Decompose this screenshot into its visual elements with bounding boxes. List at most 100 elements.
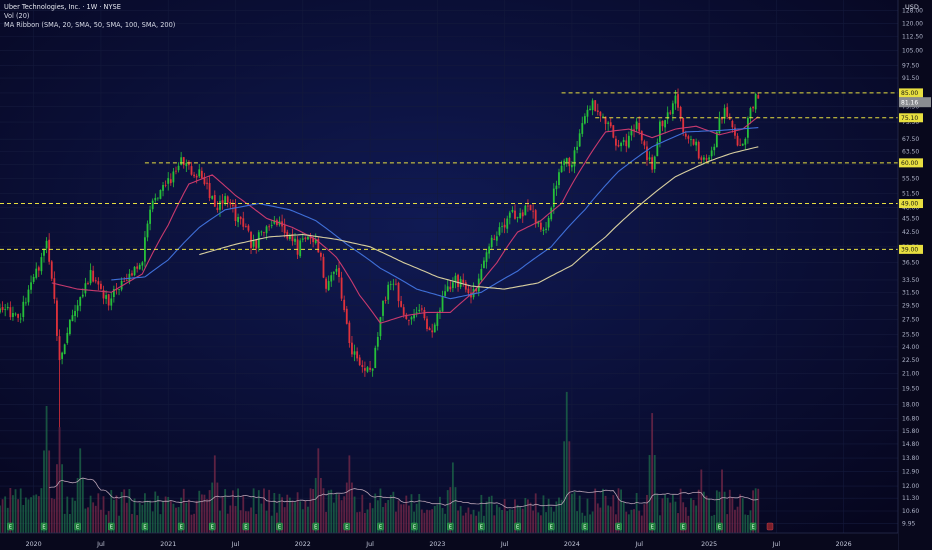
- volume-bar: [14, 489, 17, 533]
- level-price-tag-label: 49.00: [901, 201, 918, 208]
- volume-bar: [625, 511, 628, 533]
- price-tick-label: 16.80: [902, 416, 919, 423]
- candle-body: [713, 146, 716, 151]
- candle-body: [193, 174, 195, 177]
- candle-body: [485, 252, 488, 262]
- candle-body: [200, 170, 203, 179]
- volume-bar: [708, 498, 710, 533]
- volume-bar: [327, 490, 330, 533]
- earnings-marker-label: E: [651, 524, 654, 530]
- candle-body: [387, 284, 390, 300]
- earnings-marker-label: E: [211, 524, 214, 530]
- candle-body: [257, 232, 260, 248]
- candle-body: [687, 136, 690, 139]
- candle-body: [291, 234, 294, 242]
- candle-body: [539, 222, 542, 230]
- candle-body: [744, 138, 747, 145]
- volume-bar: [646, 494, 648, 533]
- earnings-marker-label: E: [682, 524, 685, 530]
- volume-bar: [532, 510, 535, 533]
- volume-bar: [242, 496, 245, 533]
- volume-bar: [319, 477, 322, 533]
- volume-bar: [651, 413, 654, 533]
- time-tick-label: Jul: [96, 541, 105, 548]
- candle-body: [633, 129, 635, 131]
- volume-bar: [594, 488, 597, 533]
- ma-ribbon-label[interactable]: MA Ribbon (SMA, 20, SMA, 50, SMA, 100, S…: [4, 21, 176, 29]
- volume-bar: [40, 488, 43, 533]
- volume-bar: [741, 498, 744, 533]
- volume-bar: [508, 509, 511, 533]
- volume-bar: [666, 497, 669, 533]
- candle-body: [37, 267, 40, 271]
- volume-bar: [459, 506, 462, 533]
- candle-body: [332, 271, 335, 274]
- volume-bar: [190, 514, 193, 533]
- volume-bar: [154, 491, 157, 533]
- candle-body: [74, 310, 76, 317]
- price-tick-label: 105.00: [902, 47, 923, 54]
- candle-body: [19, 318, 22, 320]
- candle-body: [164, 184, 167, 186]
- volume-bar: [206, 499, 208, 533]
- candle-body: [493, 238, 496, 240]
- candle-body: [374, 347, 377, 369]
- volume-bar: [216, 482, 219, 533]
- volume-bar: [200, 494, 203, 533]
- candle-body: [71, 315, 74, 322]
- volume-bar: [107, 511, 110, 533]
- candle-body: [532, 210, 535, 212]
- earnings-marker: [343, 522, 350, 531]
- volume-bar: [573, 491, 576, 533]
- candle-body: [661, 120, 664, 127]
- earnings-marker: [478, 522, 485, 531]
- time-tick-label: Jul: [772, 541, 781, 548]
- candle-body: [1, 307, 4, 310]
- volume-bar: [63, 513, 66, 533]
- candle-body: [426, 318, 428, 329]
- candle-body: [335, 268, 338, 272]
- volume-bar: [100, 509, 102, 533]
- price-tick-label: 11.30: [902, 495, 919, 502]
- price-tick-label: 27.50: [902, 317, 919, 324]
- candle-body: [739, 144, 742, 146]
- candle-body: [679, 106, 682, 119]
- candle-body: [550, 207, 553, 220]
- candle-body: [66, 332, 69, 343]
- volume-bar: [366, 509, 369, 533]
- earnings-marker-label: E: [42, 524, 45, 530]
- candle-body: [151, 200, 154, 210]
- earnings-marker: [411, 522, 418, 531]
- volume-bar: [746, 514, 749, 533]
- ma-line-sma-20: [51, 116, 759, 324]
- volume-ma-line: [49, 477, 759, 509]
- candle-body: [312, 238, 315, 243]
- volume-bar: [151, 511, 154, 533]
- level-price-tag: [899, 113, 923, 123]
- candle-body: [234, 204, 237, 222]
- symbol-title[interactable]: Uber Technologies, Inc. · 1W · NYSE: [4, 3, 121, 11]
- earnings-marker-label: E: [413, 524, 416, 530]
- candle-body: [501, 226, 503, 228]
- candle-body: [288, 234, 291, 240]
- candle-body: [167, 178, 170, 184]
- volume-bar: [697, 489, 700, 533]
- volume-bar: [45, 406, 48, 533]
- candle-body: [128, 273, 131, 282]
- volume-bar: [731, 497, 734, 533]
- volume-bar: [224, 489, 227, 533]
- volume-indicator-label[interactable]: Vol (20): [4, 12, 30, 20]
- volume-bar: [159, 514, 162, 533]
- candle-body: [154, 197, 157, 201]
- chart-legend: Uber Technologies, Inc. · 1W · NYSE Vol …: [4, 3, 175, 30]
- candle-body: [317, 239, 320, 253]
- volume-bar: [674, 501, 677, 533]
- time-tick-label: 2023: [429, 541, 445, 548]
- candle-body: [723, 108, 726, 119]
- candle-body: [351, 342, 353, 355]
- volume-bar: [506, 511, 509, 533]
- candle-body: [353, 351, 356, 355]
- volume-bar: [374, 493, 377, 533]
- candle-body: [156, 197, 159, 199]
